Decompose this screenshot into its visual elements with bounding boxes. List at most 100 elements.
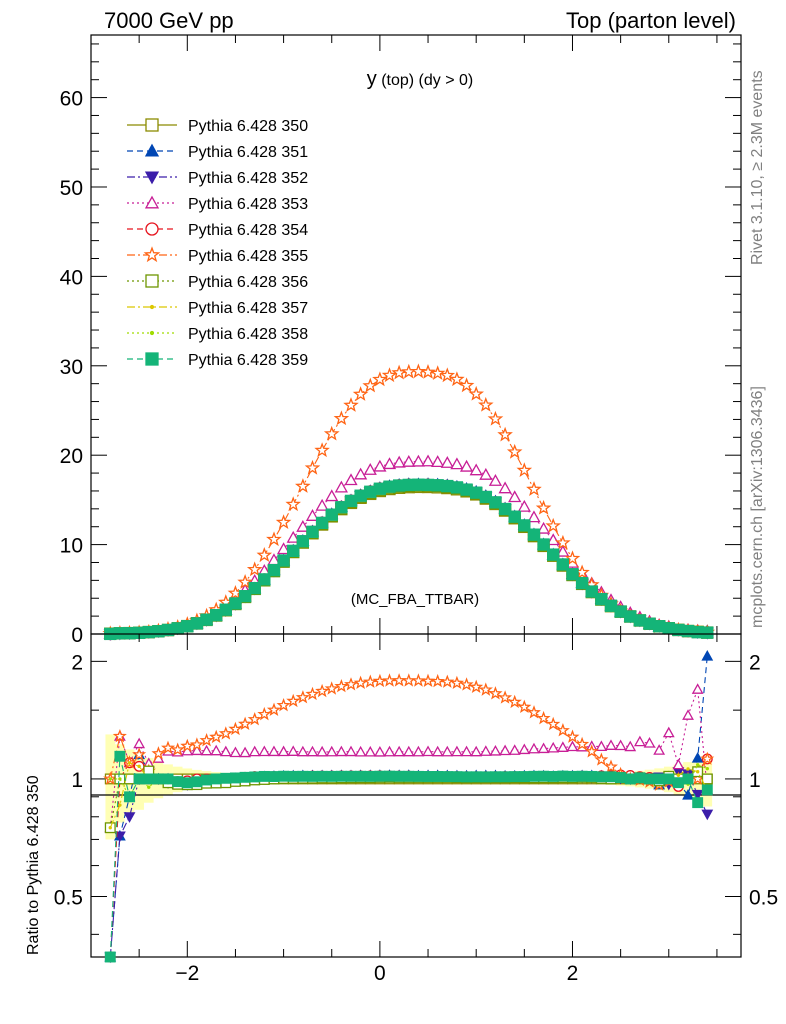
data-point — [258, 573, 271, 586]
ratio-point — [118, 777, 122, 781]
data-point — [411, 454, 426, 467]
ratio-point — [449, 675, 464, 689]
ratio-point — [306, 745, 319, 757]
ratio-point — [132, 747, 147, 761]
ratio-point — [479, 745, 492, 756]
ratio-point — [344, 677, 358, 691]
ratio-point — [191, 776, 203, 788]
ratio-point — [143, 773, 155, 785]
data-point — [487, 410, 504, 426]
ratio-point — [373, 745, 386, 757]
ratio-panel: 0.5 0.5 1 1 2 2 −2 0 2 Ratio to Pythia 6.428 350 — [25, 633, 778, 985]
ratio-point — [633, 735, 646, 747]
ratio-point — [499, 771, 511, 783]
ratio-ytick-label: 1 — [71, 769, 83, 792]
ratio-point — [692, 797, 704, 809]
ratio-point — [624, 773, 636, 785]
legend-label: Pythia 6.428 359 — [188, 352, 308, 369]
ratio-point — [662, 726, 675, 738]
ratio-point — [595, 740, 608, 752]
ratio-point — [364, 770, 376, 782]
data-point — [237, 574, 253, 589]
ratio-point — [431, 745, 444, 757]
legend-label: Pythia 6.428 350 — [188, 118, 308, 135]
ratio-point — [229, 746, 242, 758]
ratio-point — [305, 686, 320, 701]
ratio-point — [191, 744, 203, 756]
data-point — [354, 467, 368, 480]
ratio-point — [690, 771, 705, 785]
ratio-point — [296, 745, 309, 757]
legend-entry: Pythia 6.428 352 — [127, 170, 308, 187]
legend-marker — [149, 304, 155, 310]
ratio-point — [266, 702, 281, 717]
data-point — [477, 396, 494, 412]
ratio-point — [172, 776, 184, 788]
data-point — [518, 519, 531, 532]
ratio-point — [353, 675, 368, 690]
data-point — [537, 538, 550, 551]
data-point — [363, 463, 377, 475]
ratio-point — [547, 741, 560, 753]
ratio-point — [238, 716, 253, 730]
legend-marker — [143, 246, 161, 263]
ratio-point — [268, 745, 280, 757]
data-point — [506, 443, 523, 459]
ratio-point — [402, 745, 415, 757]
data-point — [701, 626, 714, 639]
ytick-label: 30 — [60, 356, 83, 379]
data-point — [362, 377, 379, 393]
ratio-point — [355, 770, 367, 782]
data-point — [266, 531, 282, 547]
ratio-point — [594, 752, 609, 766]
ratio-point — [586, 770, 598, 782]
rivet-label: Rivet 3.1.10, ≥ 2.3M events — [749, 70, 766, 265]
data-point — [286, 530, 300, 543]
ratio-point — [364, 745, 377, 757]
ratio-point — [316, 770, 328, 782]
ratio-ytick-label: 0.5 — [54, 887, 83, 910]
legend-label: Pythia 6.428 352 — [188, 170, 308, 187]
ratio-point — [325, 745, 338, 757]
legend-label: Pythia 6.428 355 — [188, 248, 308, 265]
data-point — [545, 517, 562, 533]
legend-label: Pythia 6.428 356 — [188, 274, 308, 291]
data-point — [468, 385, 485, 401]
data-point — [296, 519, 310, 532]
data-point — [508, 490, 522, 503]
legend-label: Pythia 6.428 353 — [188, 196, 308, 213]
data-point — [343, 397, 359, 412]
data-point — [535, 499, 552, 515]
ratio-point — [478, 682, 493, 696]
data-point — [556, 558, 570, 571]
ratio-point — [576, 770, 588, 782]
ratio-point — [258, 745, 271, 757]
ratio-point — [459, 677, 474, 691]
ratio-line — [109, 679, 708, 786]
data-point — [256, 547, 273, 562]
data-point — [344, 473, 358, 486]
data-point — [517, 499, 531, 512]
data-point — [392, 455, 406, 468]
ytick-label: 0 — [71, 624, 83, 647]
ratio-point — [701, 784, 713, 796]
ratio-point — [345, 770, 357, 782]
data-point — [449, 371, 465, 387]
main-title: y (top) (dy > 0) — [367, 68, 473, 90]
legend-entry: Pythia 6.428 353 — [127, 195, 308, 213]
ratio-point — [315, 683, 330, 698]
data-point — [420, 364, 436, 379]
ratio-point — [451, 771, 463, 783]
data-point — [306, 525, 319, 538]
data-point — [564, 550, 581, 566]
ratio-point — [480, 771, 492, 783]
ratio-point — [595, 771, 607, 783]
data-point — [382, 457, 397, 470]
ratio-point — [672, 777, 684, 789]
ratio-point — [700, 751, 715, 765]
ratio-point — [440, 674, 455, 688]
ratio-point — [127, 761, 132, 765]
ratio-point — [604, 759, 618, 773]
ratio-point — [556, 741, 569, 752]
data-point — [450, 457, 464, 470]
